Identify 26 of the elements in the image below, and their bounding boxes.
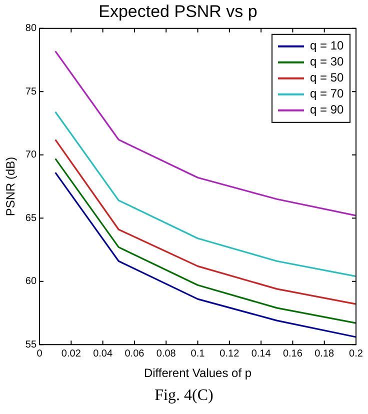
y-axis-title: PSNR (dB)	[4, 156, 18, 216]
y-tick-label: 60	[25, 276, 37, 288]
y-tick-label: 55	[25, 339, 37, 350]
legend-label: q = 30	[310, 54, 344, 69]
x-tick-label: 0.12	[220, 348, 240, 360]
y-tick-label: 75	[25, 86, 37, 98]
caption: Fig. 4(C)	[154, 387, 214, 405]
legend-label: q = 10	[310, 38, 344, 53]
y-tick-label: 65	[25, 212, 37, 224]
x-tick-label: 0.04	[93, 348, 113, 360]
x-tick-label: 0.06	[124, 348, 145, 360]
x-tick-label: 0	[36, 348, 43, 360]
y-tick-label: 80	[25, 23, 37, 34]
x-tick-label: 0.08	[156, 348, 176, 360]
x-tick-label: 0.18	[314, 348, 335, 360]
chart-title: Expected PSNR vs p	[98, 2, 258, 21]
x-tick-label: 0.14	[251, 348, 272, 360]
x-tick-label: 0.1	[190, 348, 206, 360]
y-tick-label: 70	[25, 150, 37, 161]
legend-label: q = 50	[310, 70, 344, 85]
legend-label: q = 70	[310, 86, 344, 101]
x-tick-label: 0.16	[282, 348, 303, 360]
x-axis-title: Different Values of p	[144, 366, 252, 380]
x-tick-label: 0.2	[349, 348, 364, 360]
legend-label: q = 90	[310, 102, 344, 117]
x-tick-label: 0.02	[61, 348, 82, 360]
